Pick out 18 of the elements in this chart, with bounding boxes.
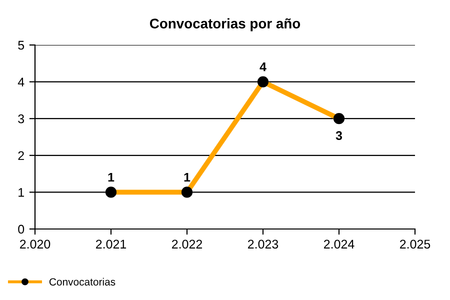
data-label: 1 xyxy=(108,172,114,182)
x-tick-label: 2.020 xyxy=(20,240,50,249)
x-tick-label: 2.024 xyxy=(324,240,354,249)
x-tick-label: 2.023 xyxy=(248,240,278,249)
data-label: 1 xyxy=(184,172,190,182)
y-tick-label: 1 xyxy=(18,188,24,197)
y-tick-label: 2 xyxy=(18,151,24,160)
data-label: 3 xyxy=(336,131,342,140)
y-tick-label: 3 xyxy=(18,114,24,124)
x-tick-label: 2.021 xyxy=(96,240,126,249)
chart-title: Convocatorias por año xyxy=(150,18,300,32)
x-tick-label: 2.025 xyxy=(400,240,430,249)
y-tick-label: 4 xyxy=(18,78,24,86)
legend-label: Convocatorias xyxy=(49,278,116,286)
data-label: 4 xyxy=(260,62,266,72)
y-tick-label: 5 xyxy=(18,40,24,50)
y-tick-label: 0 xyxy=(18,224,24,234)
x-tick-label: 2.022 xyxy=(172,240,202,249)
